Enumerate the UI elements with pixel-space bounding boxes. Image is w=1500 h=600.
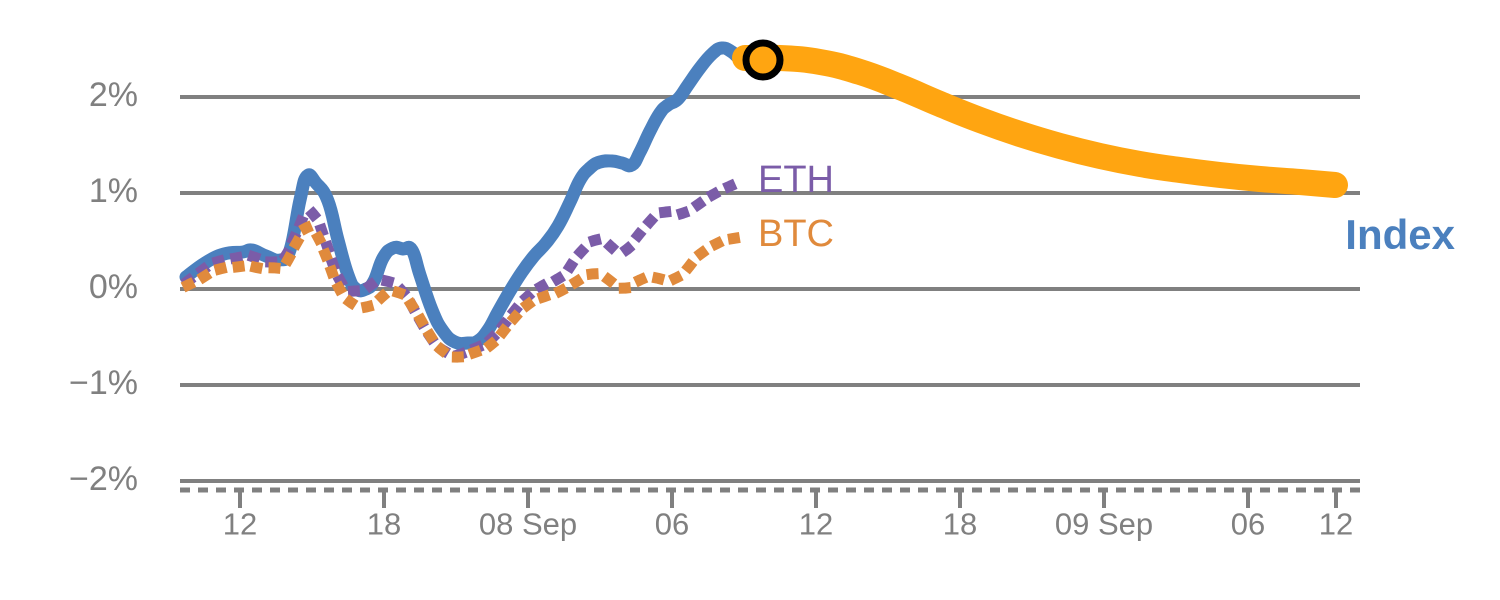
x-axis-label-7: 06 bbox=[1231, 506, 1265, 541]
x-axis-label-5: 18 bbox=[943, 506, 977, 541]
transition-marker[interactable] bbox=[742, 39, 784, 81]
series-lines bbox=[179, 41, 1348, 363]
y-axis-label-2: 0% bbox=[89, 268, 138, 306]
series-line-btc bbox=[180, 221, 753, 363]
y-axis-label-1: 1% bbox=[89, 172, 138, 210]
y-axis-label-0: 2% bbox=[89, 76, 138, 114]
x-axis-label-0: 12 bbox=[223, 506, 257, 541]
x-axis-label-4: 12 bbox=[799, 506, 833, 541]
x-axis-label-8: 12 bbox=[1319, 506, 1353, 541]
x-axis-label-3: 06 bbox=[655, 506, 689, 541]
y-axis-label-4: −2% bbox=[69, 460, 138, 498]
series-legend-labels: Index ETH BTC bbox=[758, 159, 1456, 258]
y-axis-labels: 2% 1% 0% −1% −2% bbox=[69, 76, 138, 498]
y-axis-label-3: −1% bbox=[69, 364, 138, 402]
x-axis-ticks bbox=[238, 490, 1338, 508]
series-line-index bbox=[179, 41, 770, 351]
series-line-forecast bbox=[732, 44, 1348, 198]
series-label-index: Index bbox=[1345, 211, 1455, 258]
series-label-btc: BTC bbox=[758, 213, 834, 255]
transition-marker[interactable] bbox=[742, 39, 784, 81]
x-axis-labels: 12 18 08 Sep 06 12 18 09 Sep 06 12 bbox=[223, 506, 1353, 541]
series-label-eth: ETH bbox=[758, 159, 834, 201]
x-axis-label-1: 18 bbox=[367, 506, 401, 541]
x-axis-label-2: 08 Sep bbox=[479, 506, 577, 541]
x-axis-label-6: 09 Sep bbox=[1055, 506, 1153, 541]
